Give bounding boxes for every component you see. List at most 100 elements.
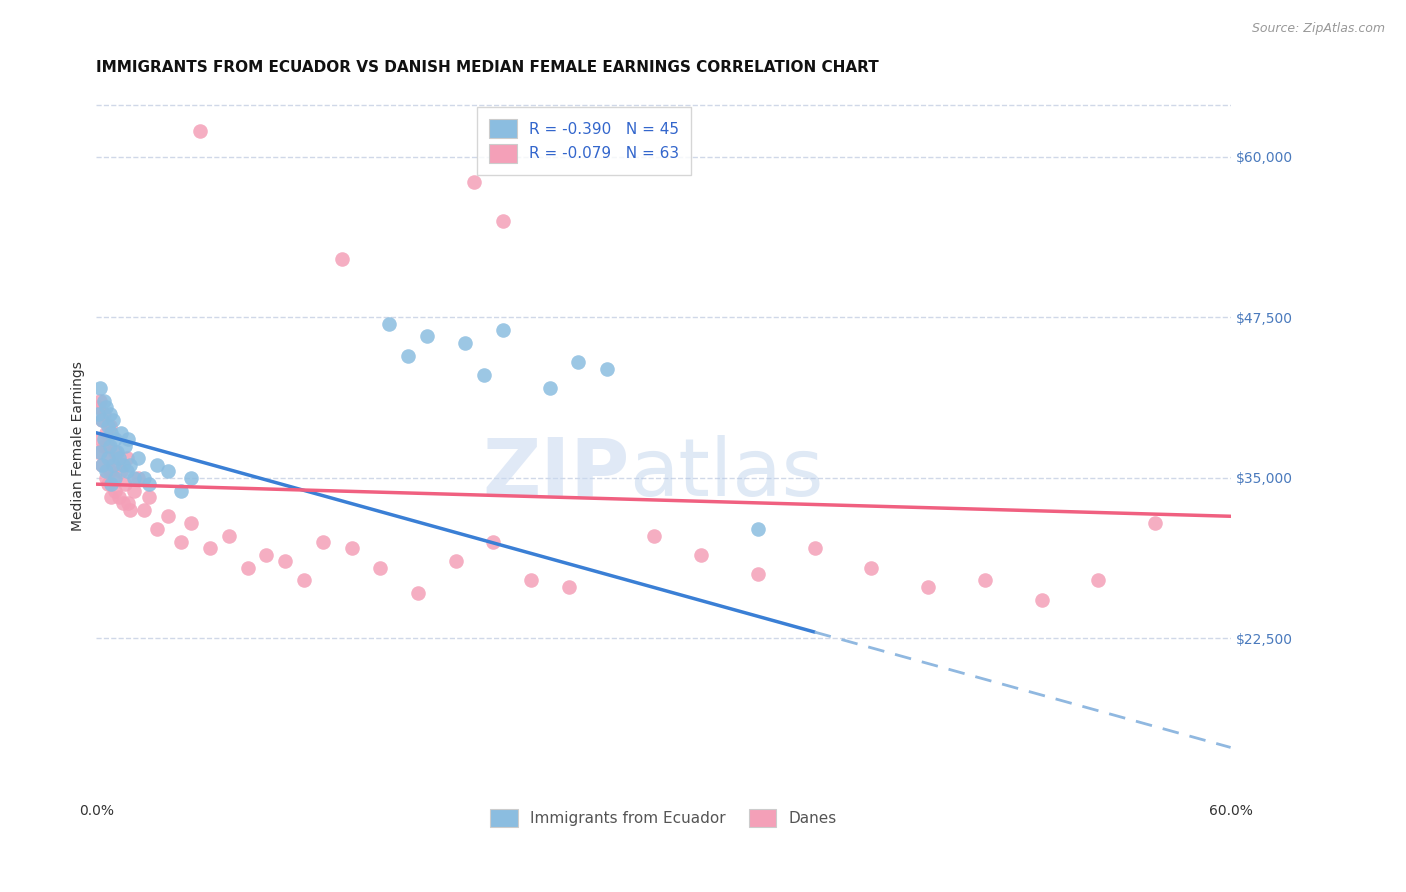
Point (122, 483, 145, 498)
Point (330, 252, 353, 267)
Point (132, 471, 155, 485)
Point (87, 407, 110, 421)
Point (180, 471, 202, 485)
Point (91, 413, 114, 427)
Point (98, 407, 121, 421)
Point (747, 567, 769, 582)
Point (103, 413, 125, 427)
Point (120, 503, 142, 517)
Point (236, 560, 259, 574)
Point (93, 432, 115, 446)
Point (87, 400, 110, 414)
Point (122, 471, 145, 485)
Point (104, 432, 127, 446)
Point (1143, 516, 1166, 530)
Point (132, 503, 155, 517)
Point (146, 522, 169, 536)
Point (97, 419, 120, 434)
Point (274, 554, 297, 568)
Point (157, 509, 180, 524)
Point (100, 490, 122, 504)
Point (94, 425, 117, 440)
Point (97, 439, 120, 453)
Text: atlas: atlas (630, 435, 824, 513)
Point (91, 458, 114, 472)
Point (917, 580, 939, 594)
Point (157, 464, 180, 478)
Point (1087, 574, 1109, 588)
Point (127, 471, 149, 485)
Point (117, 496, 139, 510)
Point (104, 445, 127, 459)
Point (89, 445, 111, 459)
Point (396, 349, 419, 363)
Point (558, 580, 581, 594)
Point (108, 490, 131, 504)
Point (690, 548, 713, 562)
Point (406, 586, 429, 600)
Point (482, 535, 505, 549)
Point (100, 451, 122, 466)
Point (115, 451, 138, 466)
Point (104, 471, 127, 485)
Point (444, 554, 467, 568)
Point (93, 439, 115, 453)
Point (100, 477, 122, 491)
Point (117, 432, 139, 446)
Y-axis label: Median Female Earnings: Median Female Earnings (72, 360, 86, 531)
Point (146, 458, 169, 472)
Point (98, 419, 121, 434)
Point (100, 425, 122, 440)
Point (97, 451, 120, 466)
Point (520, 574, 543, 588)
Text: ZIP: ZIP (482, 435, 630, 513)
Point (138, 477, 160, 491)
Point (803, 541, 825, 556)
Point (89, 393, 111, 408)
Point (198, 541, 221, 556)
Point (378, 317, 401, 331)
Point (747, 522, 769, 536)
Point (643, 528, 665, 542)
Point (114, 477, 136, 491)
Text: Source: ZipAtlas.com: Source: ZipAtlas.com (1251, 22, 1385, 36)
Point (492, 214, 515, 228)
Point (108, 451, 131, 466)
Point (110, 464, 132, 478)
Point (114, 439, 136, 453)
Point (115, 464, 138, 478)
Point (463, 175, 485, 189)
Point (567, 355, 589, 369)
Point (973, 574, 995, 588)
Point (170, 535, 193, 549)
Point (105, 445, 128, 459)
Legend: Immigrants from Ecuador, Danes: Immigrants from Ecuador, Danes (484, 803, 842, 833)
Point (89, 432, 111, 446)
Point (93, 407, 115, 421)
Point (93, 393, 115, 408)
Point (312, 535, 335, 549)
Point (111, 496, 134, 510)
Point (454, 335, 477, 350)
Point (340, 541, 363, 556)
Point (860, 560, 883, 574)
Point (97, 477, 120, 491)
Point (1031, 592, 1053, 607)
Point (104, 483, 127, 498)
Point (596, 361, 619, 376)
Point (94, 464, 117, 478)
Point (111, 458, 134, 472)
Point (91, 458, 114, 472)
Point (94, 400, 117, 414)
Point (120, 458, 142, 472)
Point (170, 483, 193, 498)
Point (91, 413, 114, 427)
Point (292, 574, 315, 588)
Point (188, 124, 211, 138)
Point (138, 490, 160, 504)
Point (472, 368, 495, 382)
Point (218, 528, 240, 542)
Text: IMMIGRANTS FROM ECUADOR VS DANISH MEDIAN FEMALE EARNINGS CORRELATION CHART: IMMIGRANTS FROM ECUADOR VS DANISH MEDIAN… (97, 60, 879, 75)
Point (416, 329, 439, 343)
Point (89, 381, 111, 395)
